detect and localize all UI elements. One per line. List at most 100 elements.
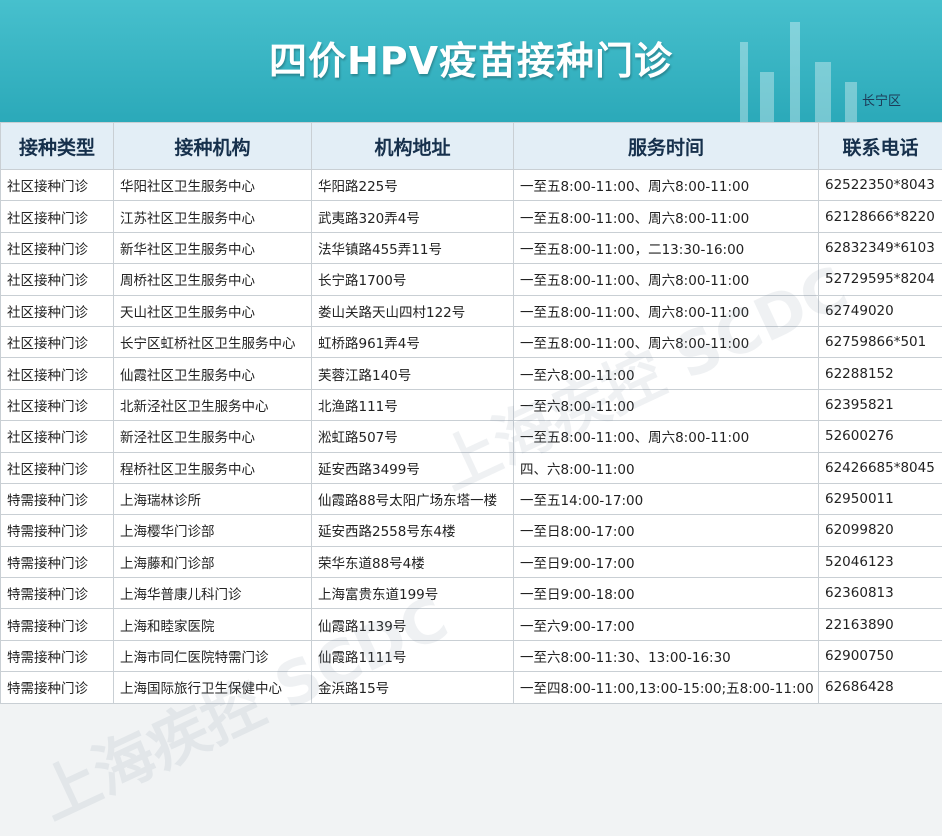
- table-cell: 荣华东道88号4楼: [312, 546, 514, 577]
- table-cell: 一至五8:00-11:00、周六8:00-11:00: [514, 295, 819, 326]
- table-cell: 62128666*8220: [819, 201, 942, 232]
- column-header: 服务时间: [514, 123, 819, 170]
- column-header: 接种类型: [1, 123, 114, 170]
- table-cell: 仙霞路1139号: [312, 609, 514, 640]
- table-cell: 一至四8:00-11:00,13:00-15:00;五8:00-11:00: [514, 672, 819, 703]
- table-cell: 社区接种门诊: [1, 358, 114, 389]
- table-cell: 娄山关路天山四村122号: [312, 295, 514, 326]
- table-cell: 社区接种门诊: [1, 421, 114, 452]
- table-row: 社区接种门诊新华社区卫生服务中心法华镇路455弄11号一至五8:00-11:00…: [1, 232, 942, 263]
- page: 四价HPV疫苗接种门诊 长宁区 接种类型接种机构机构地址服务时间联系电话 社区接…: [0, 0, 942, 764]
- table-cell: 一至五14:00-17:00: [514, 483, 819, 514]
- table-cell: 一至五8:00-11:00，二13:30-16:00: [514, 232, 819, 263]
- table-cell: 社区接种门诊: [1, 389, 114, 420]
- table-cell: 延安西路3499号: [312, 452, 514, 483]
- table-row: 社区接种门诊长宁区虹桥社区卫生服务中心虹桥路961弄4号一至五8:00-11:0…: [1, 326, 942, 357]
- table-cell: 芙蓉江路140号: [312, 358, 514, 389]
- table-cell: 一至日9:00-18:00: [514, 578, 819, 609]
- table-cell: 上海市同仁医院特需门诊: [114, 640, 312, 671]
- table-row: 社区接种门诊周桥社区卫生服务中心长宁路1700号一至五8:00-11:00、周六…: [1, 264, 942, 295]
- table-cell: 特需接种门诊: [1, 640, 114, 671]
- table-cell: 社区接种门诊: [1, 170, 114, 201]
- table-cell: 上海华普康儿科门诊: [114, 578, 312, 609]
- table-cell: 新华社区卫生服务中心: [114, 232, 312, 263]
- table-cell: 62426685*8045: [819, 452, 942, 483]
- table-row: 社区接种门诊华阳社区卫生服务中心华阳路225号一至五8:00-11:00、周六8…: [1, 170, 942, 201]
- table-cell: 一至五8:00-11:00、周六8:00-11:00: [514, 421, 819, 452]
- table-cell: 特需接种门诊: [1, 546, 114, 577]
- table-cell: 62900750: [819, 640, 942, 671]
- table-row: 社区接种门诊天山社区卫生服务中心娄山关路天山四村122号一至五8:00-11:0…: [1, 295, 942, 326]
- table-cell: 特需接种门诊: [1, 483, 114, 514]
- table-cell: 上海国际旅行卫生保健中心: [114, 672, 312, 703]
- table-cell: 特需接种门诊: [1, 672, 114, 703]
- table-cell: 一至五8:00-11:00、周六8:00-11:00: [514, 326, 819, 357]
- table-cell: 虹桥路961弄4号: [312, 326, 514, 357]
- banner: 四价HPV疫苗接种门诊 长宁区: [0, 0, 942, 122]
- table-cell: 62950011: [819, 483, 942, 514]
- table-cell: 延安西路2558号东4楼: [312, 515, 514, 546]
- table-row: 特需接种门诊上海瑞林诊所仙霞路88号太阳广场东塔一楼一至五14:00-17:00…: [1, 483, 942, 514]
- table-cell: 一至五8:00-11:00、周六8:00-11:00: [514, 264, 819, 295]
- table-cell: 一至日8:00-17:00: [514, 515, 819, 546]
- table-cell: 社区接种门诊: [1, 264, 114, 295]
- column-header: 联系电话: [819, 123, 942, 170]
- column-header: 接种机构: [114, 123, 312, 170]
- table-cell: 周桥社区卫生服务中心: [114, 264, 312, 295]
- table-cell: 法华镇路455弄11号: [312, 232, 514, 263]
- column-header: 机构地址: [312, 123, 514, 170]
- table-cell: 62522350*8043: [819, 170, 942, 201]
- table-cell: 特需接种门诊: [1, 515, 114, 546]
- table-cell: 上海瑞林诊所: [114, 483, 312, 514]
- title: 四价HPV疫苗接种门诊: [0, 30, 942, 85]
- table-cell: 北新泾社区卫生服务中心: [114, 389, 312, 420]
- table-row: 社区接种门诊新泾社区卫生服务中心淞虹路507号一至五8:00-11:00、周六8…: [1, 421, 942, 452]
- table-cell: 62288152: [819, 358, 942, 389]
- table-cell: 长宁区虹桥社区卫生服务中心: [114, 326, 312, 357]
- table-cell: 62395821: [819, 389, 942, 420]
- table-cell: 仙霞社区卫生服务中心: [114, 358, 312, 389]
- table-cell: 62759866*501: [819, 326, 942, 357]
- table-cell: 社区接种门诊: [1, 201, 114, 232]
- table-cell: 62749020: [819, 295, 942, 326]
- table-cell: 一至六8:00-11:30、13:00-16:30: [514, 640, 819, 671]
- table-cell: 62832349*6103: [819, 232, 942, 263]
- table-cell: 一至六8:00-11:00: [514, 389, 819, 420]
- table-cell: 52600276: [819, 421, 942, 452]
- table-cell: 淞虹路507号: [312, 421, 514, 452]
- table-cell: 特需接种门诊: [1, 578, 114, 609]
- table-cell: 22163890: [819, 609, 942, 640]
- table-cell: 一至日9:00-17:00: [514, 546, 819, 577]
- table-cell: 社区接种门诊: [1, 295, 114, 326]
- table-row: 社区接种门诊江苏社区卫生服务中心武夷路320弄4号一至五8:00-11:00、周…: [1, 201, 942, 232]
- table-cell: 上海藤和门诊部: [114, 546, 312, 577]
- table-cell: 社区接种门诊: [1, 232, 114, 263]
- table-cell: 仙霞路88号太阳广场东塔一楼: [312, 483, 514, 514]
- table-cell: 程桥社区卫生服务中心: [114, 452, 312, 483]
- table-cell: 一至五8:00-11:00、周六8:00-11:00: [514, 201, 819, 232]
- table-cell: 新泾社区卫生服务中心: [114, 421, 312, 452]
- table-cell: 长宁路1700号: [312, 264, 514, 295]
- table-cell: 上海和睦家医院: [114, 609, 312, 640]
- table: 接种类型接种机构机构地址服务时间联系电话 社区接种门诊华阳社区卫生服务中心华阳路…: [0, 122, 942, 704]
- table-cell: 62686428: [819, 672, 942, 703]
- table-body: 社区接种门诊华阳社区卫生服务中心华阳路225号一至五8:00-11:00、周六8…: [1, 170, 942, 704]
- table-cell: 华阳路225号: [312, 170, 514, 201]
- table-cell: 一至六9:00-17:00: [514, 609, 819, 640]
- table-cell: 社区接种门诊: [1, 326, 114, 357]
- table-cell: 仙霞路1111号: [312, 640, 514, 671]
- table-cell: 上海樱华门诊部: [114, 515, 312, 546]
- table-cell: 一至六8:00-11:00: [514, 358, 819, 389]
- table-row: 特需接种门诊上海国际旅行卫生保健中心金浜路15号一至四8:00-11:00,13…: [1, 672, 942, 703]
- table-cell: 北渔路111号: [312, 389, 514, 420]
- table-cell: 江苏社区卫生服务中心: [114, 201, 312, 232]
- table-cell: 52046123: [819, 546, 942, 577]
- table-cell: 62099820: [819, 515, 942, 546]
